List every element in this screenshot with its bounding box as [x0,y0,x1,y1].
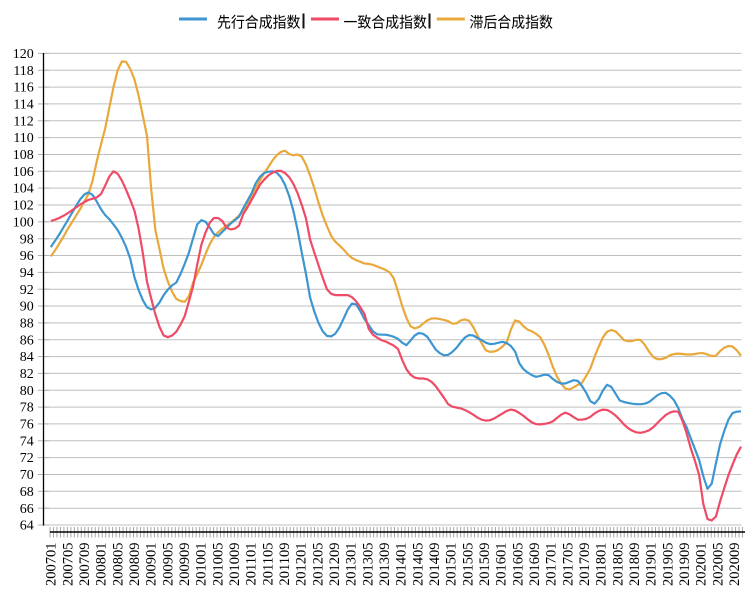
svg-text:200805: 200805 [110,543,126,587]
svg-text:110: 110 [13,131,33,146]
svg-text:200701: 200701 [44,543,60,587]
svg-text:90: 90 [20,300,34,315]
svg-text:201201: 201201 [294,543,310,587]
svg-text:118: 118 [13,64,33,79]
svg-text:201809: 201809 [627,543,643,587]
svg-text:201909: 201909 [677,543,693,587]
svg-text:104: 104 [13,182,34,197]
svg-text:201401: 201401 [394,543,410,587]
svg-text:94: 94 [20,266,34,281]
svg-text:92: 92 [20,283,34,298]
svg-text:200705: 200705 [60,543,76,587]
svg-text:201409: 201409 [427,543,443,587]
svg-text:202001: 202001 [694,543,710,587]
svg-text:74: 74 [20,434,34,449]
svg-text:201509: 201509 [477,543,493,587]
svg-text:201609: 201609 [527,543,543,587]
svg-text:88: 88 [20,317,34,332]
svg-text:68: 68 [20,485,34,500]
svg-text:201209: 201209 [327,543,343,587]
svg-text:201805: 201805 [610,543,626,587]
svg-text:201301: 201301 [344,543,360,587]
svg-text:84: 84 [20,350,34,365]
svg-text:201009: 201009 [227,543,243,587]
svg-text:98: 98 [20,232,34,247]
svg-text:108: 108 [13,148,34,163]
svg-text:78: 78 [20,401,34,416]
svg-text:200909: 200909 [177,543,193,587]
svg-text:64: 64 [20,519,34,534]
svg-text:70: 70 [20,468,34,483]
svg-text:201305: 201305 [360,543,376,587]
svg-text:201205: 201205 [310,543,326,587]
svg-text:96: 96 [20,249,34,264]
svg-text:201105: 201105 [260,543,276,586]
svg-text:201601: 201601 [494,543,510,587]
svg-text:80: 80 [20,384,34,399]
svg-text:201101: 201101 [244,543,260,586]
svg-text:201709: 201709 [577,543,593,587]
svg-text:114: 114 [13,98,33,113]
svg-text:82: 82 [20,367,34,382]
svg-text:102: 102 [13,199,34,214]
svg-text:72: 72 [20,451,34,466]
svg-text:201001: 201001 [194,543,210,587]
svg-text:116: 116 [13,81,33,96]
svg-text:201309: 201309 [377,543,393,587]
svg-text:201905: 201905 [660,543,676,587]
svg-text:201701: 201701 [544,543,560,587]
svg-text:112: 112 [13,114,33,129]
svg-text:200905: 200905 [160,543,176,587]
svg-text:66: 66 [20,502,34,517]
svg-text:106: 106 [13,165,34,180]
svg-text:200901: 200901 [144,543,160,587]
svg-text:201109: 201109 [277,543,293,586]
svg-text:201505: 201505 [460,543,476,587]
svg-text:100: 100 [13,215,34,230]
svg-text:201801: 201801 [594,543,610,587]
svg-text:86: 86 [20,333,34,348]
svg-text:201605: 201605 [510,543,526,587]
svg-text:201005: 201005 [210,543,226,587]
svg-text:76: 76 [20,418,34,433]
svg-text:200709: 200709 [77,543,93,587]
svg-text:120: 120 [13,47,34,62]
svg-text:202009: 202009 [727,543,743,587]
svg-text:202005: 202005 [710,543,726,587]
svg-text:201705: 201705 [560,543,576,587]
svg-text:201501: 201501 [444,543,460,587]
svg-text:200801: 200801 [94,543,110,587]
svg-text:200809: 200809 [127,543,143,587]
svg-text:201901: 201901 [644,543,660,587]
svg-text:201405: 201405 [410,543,426,587]
